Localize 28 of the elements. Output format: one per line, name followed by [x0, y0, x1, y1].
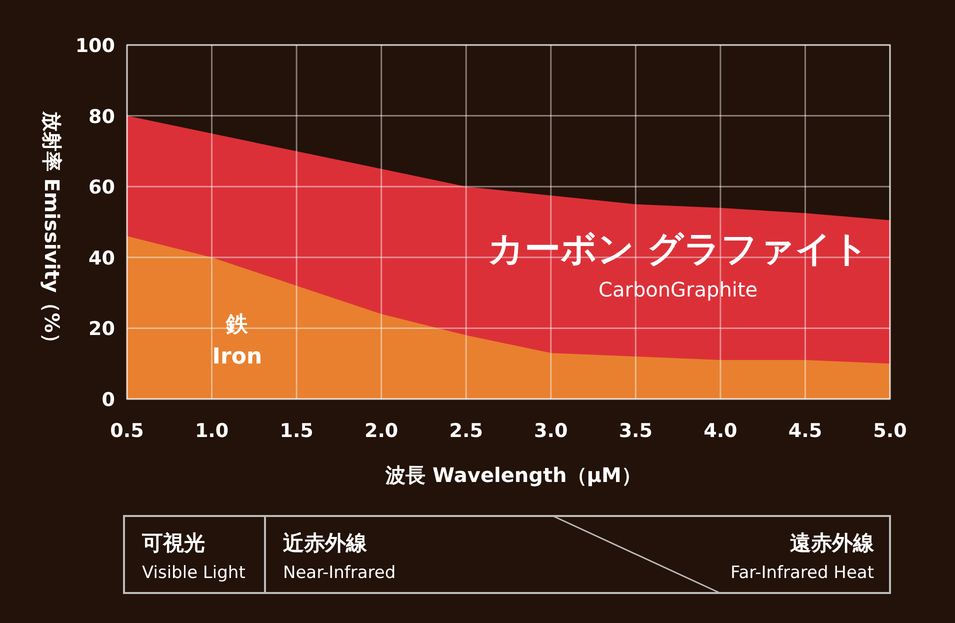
x-axis-title: 波長 Wavelength（μM） — [384, 463, 642, 487]
y-tick-label: 0 — [102, 389, 115, 411]
x-tick-label: 3.5 — [618, 420, 653, 442]
x-tick-label: 1.5 — [280, 420, 314, 442]
y-tick-label: 20 — [88, 318, 115, 340]
x-tick-label: 2.0 — [364, 420, 398, 442]
text: 近赤外線 — [282, 531, 368, 555]
series-label: カーボン グラファイト — [487, 228, 869, 270]
y-tick-label: 40 — [88, 247, 115, 270]
x-tick-label: 4.5 — [788, 420, 822, 442]
x-tick-label: 2.5 — [449, 420, 483, 442]
x-tick-label: 1.0 — [194, 420, 229, 442]
series-label: 鉄 — [225, 312, 250, 338]
text: Visible Light — [142, 563, 246, 583]
annotation: CarbonGraphite — [598, 277, 758, 302]
y-tick-label: 60 — [88, 176, 115, 199]
text: Near-Infrared — [283, 563, 396, 583]
annotation: Iron — [212, 344, 262, 370]
x-tick-label: 5.0 — [873, 420, 907, 442]
y-axis-title: 放射率 Emissivity（%） — [40, 110, 64, 353]
x-tick-label: 0.5 — [110, 420, 144, 442]
x-tick-label: 4.0 — [704, 420, 738, 442]
y-tick-label: 100 — [75, 35, 115, 57]
y-tick-label: 80 — [88, 106, 115, 128]
x-tick-label: 3.0 — [534, 420, 568, 442]
text: 可視光 — [141, 531, 205, 555]
text: 遠赤外線 — [790, 531, 875, 555]
text: Far-Infrared Heat — [730, 563, 874, 583]
